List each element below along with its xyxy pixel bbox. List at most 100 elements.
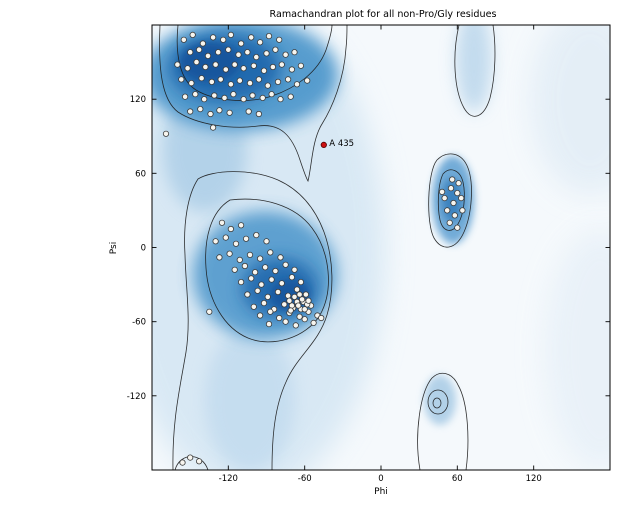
data-point — [246, 251, 254, 258]
chart-title: Ramachandran plot for all non-Pro/Gly re… — [270, 9, 497, 20]
data-point — [192, 91, 199, 98]
data-point — [451, 212, 458, 219]
data-point — [301, 316, 308, 323]
data-point — [196, 458, 203, 465]
data-point — [292, 322, 299, 329]
data-point — [263, 50, 270, 57]
data-point — [441, 195, 448, 202]
data-point — [179, 459, 186, 466]
data-point — [227, 225, 234, 233]
data-point — [221, 94, 228, 102]
data-point — [235, 51, 242, 58]
data-point — [196, 46, 203, 53]
data-point — [216, 107, 223, 114]
data-point — [287, 93, 294, 100]
data-point — [187, 49, 194, 56]
data-point — [253, 53, 260, 61]
data-point — [284, 292, 292, 299]
data-point — [282, 318, 289, 325]
data-point — [211, 92, 218, 99]
data-point — [187, 108, 194, 115]
data-point — [225, 46, 232, 53]
data-point — [217, 76, 224, 83]
data-point — [238, 222, 245, 229]
data-point — [274, 288, 282, 296]
data-point — [293, 81, 301, 88]
data-point — [304, 77, 311, 84]
data-point — [198, 75, 205, 82]
data-point — [296, 313, 303, 320]
x-tick-label: -120 — [219, 474, 238, 484]
data-point — [222, 234, 229, 241]
data-point — [162, 130, 170, 137]
data-point — [267, 249, 274, 256]
alpha-outer-contour — [172, 171, 333, 470]
data-point — [236, 77, 243, 84]
highlight-label: A 435 — [329, 139, 354, 149]
data-point — [210, 124, 217, 131]
data-point — [210, 34, 217, 41]
beta-outer-contour — [159, 25, 348, 182]
data-point — [250, 62, 257, 69]
data-point — [197, 106, 204, 113]
data-point — [201, 96, 208, 103]
data-point — [255, 110, 262, 118]
data-point — [248, 275, 255, 282]
data-point — [204, 52, 212, 60]
data-point — [272, 46, 279, 53]
data-point — [301, 306, 308, 313]
data-point — [226, 250, 233, 257]
data-point — [231, 61, 238, 68]
data-point — [258, 281, 265, 288]
data-point — [232, 240, 240, 247]
x-tick-label: -60 — [298, 474, 312, 484]
data-point — [264, 82, 271, 89]
x-tick-label: 0 — [378, 474, 383, 484]
data-point — [268, 276, 275, 283]
data-point — [230, 91, 237, 98]
data-point — [284, 76, 292, 83]
data-point — [265, 32, 273, 40]
y-tick-label: 120 — [130, 95, 146, 105]
data-point — [446, 219, 453, 226]
data-point — [298, 296, 306, 303]
data-point — [231, 266, 238, 273]
data-point — [286, 297, 293, 304]
data-point — [297, 278, 304, 286]
data-point — [291, 49, 298, 56]
data-point — [238, 278, 245, 286]
y-tick-label: -120 — [127, 392, 146, 402]
data-point — [291, 266, 298, 273]
data-point — [226, 109, 233, 116]
data-point — [454, 224, 461, 231]
data-point — [187, 454, 194, 461]
data-point — [255, 76, 262, 83]
bottom-right-ring-small — [432, 397, 442, 409]
data-point — [207, 110, 214, 118]
data-point — [450, 199, 457, 207]
data-point — [206, 308, 213, 315]
data-point — [305, 297, 312, 304]
data-point — [264, 293, 271, 300]
data-point — [296, 291, 303, 298]
data-point — [281, 301, 288, 308]
plot-frame — [151, 24, 611, 471]
data-point — [259, 94, 266, 102]
data-point — [269, 63, 276, 71]
data-point — [188, 80, 195, 87]
data-point — [222, 66, 229, 73]
data-point — [252, 269, 259, 276]
data-point — [438, 188, 446, 195]
data-point — [455, 180, 462, 187]
data-point — [297, 62, 304, 69]
bottom-right-ring — [427, 389, 449, 415]
data-point — [295, 302, 302, 309]
y-tick-label: 0 — [141, 244, 146, 254]
data-point — [254, 287, 261, 294]
data-point — [218, 219, 226, 226]
data-point — [174, 61, 181, 68]
alpha-inner-contour — [205, 198, 329, 343]
data-point — [449, 176, 456, 183]
